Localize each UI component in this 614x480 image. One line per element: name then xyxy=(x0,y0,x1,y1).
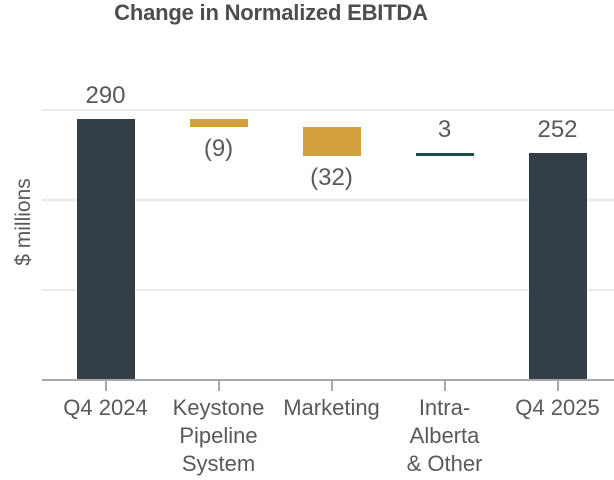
axis-tick-q4-2024 xyxy=(104,381,107,391)
gridline-y-100 xyxy=(42,289,614,291)
bar-q4-2025 xyxy=(528,153,587,380)
value-label-q4-2024: 290 xyxy=(85,82,126,109)
bar-keystone-pipeline-system xyxy=(189,119,248,128)
value-label-q4-2025: 252 xyxy=(537,116,578,144)
axis-tick-q4-2025 xyxy=(556,381,559,391)
bar-q4-2024 xyxy=(76,119,135,380)
axis-tick-intra-alberta-other xyxy=(443,381,446,391)
x-axis-label-q4-2025: Q4 2025 xyxy=(515,395,600,420)
chart-title: Change in Normalized EBITDA xyxy=(114,0,428,25)
x-axis-label-intra-alberta-other: Intra- Alberta & Other xyxy=(406,395,483,476)
bar-intra-alberta-other xyxy=(415,153,474,157)
value-label-intra-alberta-other: 3 xyxy=(437,116,452,144)
axis-tick-marketing xyxy=(330,381,333,391)
x-axis-label-keystone-pipeline-system: Keystone Pipeline System xyxy=(172,395,265,476)
axis-tick-keystone-pipeline-system xyxy=(217,381,220,391)
x-axis-label-marketing: Marketing xyxy=(283,395,380,420)
x-axis-label-q4-2024: Q4 2024 xyxy=(63,395,148,420)
y-axis-label: $ millions xyxy=(12,178,35,266)
value-label-keystone-pipeline-system: (9) xyxy=(203,135,234,163)
bar-marketing xyxy=(302,127,361,156)
x-axis-line xyxy=(42,379,614,381)
gridline-y-200 xyxy=(42,199,614,201)
gridline-y-300 xyxy=(42,109,614,111)
value-label-marketing: (32) xyxy=(310,163,353,191)
